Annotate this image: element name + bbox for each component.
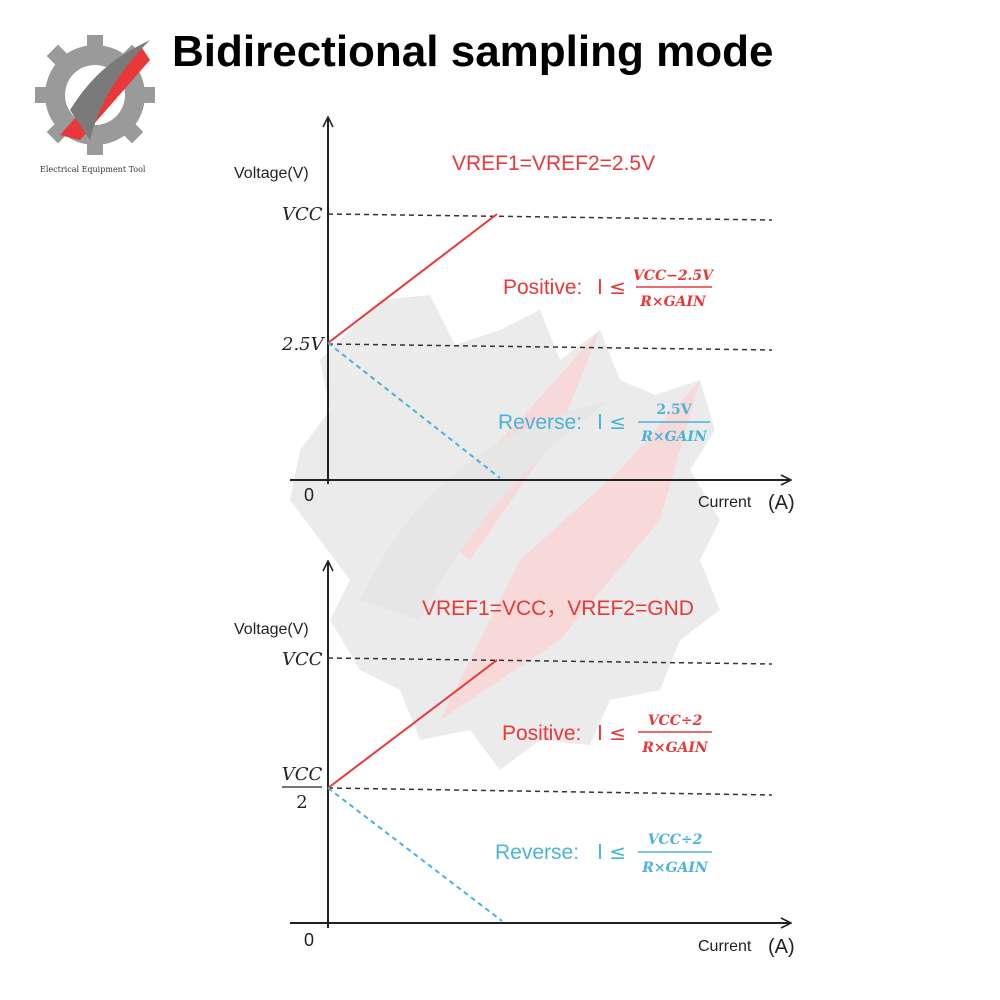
origin-label: 0 (304, 930, 314, 950)
panel-top: Voltage(V) VCC 2.5V 0 Current (A) VREF1=… (234, 118, 795, 514)
watermark-gear-icon (290, 295, 720, 770)
tick-vcc: VCC (282, 649, 323, 670)
x-axis-label: Current (698, 938, 752, 955)
reverse-line (327, 342, 501, 479)
reverse-numerator: VCC÷2 (648, 832, 703, 848)
reverse-label: Reverse: (495, 841, 579, 864)
reverse-denominator: R×GAIN (640, 429, 708, 445)
positive-label: Positive: (502, 722, 581, 745)
x-axis-label: Current (698, 494, 752, 511)
tick-vcc-half-numerator: VCC (282, 764, 323, 785)
y-axis-label: Voltage(V) (234, 165, 309, 182)
positive-numerator: VCC÷2 (648, 713, 703, 729)
tick-vcc-half-denominator: 2 (296, 792, 307, 813)
reverse-numerator: 2.5V (656, 402, 692, 418)
vref-label: VREF1=VREF2=2.5V (452, 152, 655, 175)
positive-relation: I ≤ (597, 275, 626, 299)
positive-denominator: R×GAIN (639, 294, 707, 310)
tick-vcc-half: VCC 2 (282, 764, 323, 813)
logo-caption: Electrical Equipment Tool (40, 165, 146, 174)
vref-label: VREF1=VCC，VREF2=GND (422, 597, 694, 620)
tick-vcc: VCC (282, 204, 323, 225)
reverse-formula: Reverse: I ≤ 2.5V R×GAIN (498, 402, 710, 445)
vcc-dashed-line (327, 657, 773, 665)
reverse-relation: I ≤ (597, 410, 626, 434)
x-axis-unit: (A) (768, 936, 795, 958)
x-axis-unit: (A) (768, 492, 795, 514)
origin-label: 0 (304, 485, 314, 505)
panel-bottom: Voltage(V) VCC VCC 2 0 Current (A) VREF1… (234, 562, 795, 958)
reverse-formula: Reverse: I ≤ VCC÷2 R×GAIN (495, 832, 712, 876)
page-title: Bidirectional sampling mode (172, 27, 773, 76)
reverse-relation: I ≤ (597, 840, 626, 864)
tick-2-5v: 2.5V (281, 334, 326, 355)
positive-formula: Positive: I ≤ VCC÷2 R×GAIN (502, 713, 712, 756)
positive-line (327, 213, 498, 344)
positive-relation: I ≤ (597, 721, 626, 745)
y-axis-label: Voltage(V) (234, 621, 309, 638)
vcc-dashed-line (327, 213, 773, 221)
reverse-label: Reverse: (498, 411, 582, 434)
gear-logo-icon (35, 35, 155, 155)
positive-numerator: VCC−2.5V (633, 268, 715, 284)
positive-denominator: R×GAIN (641, 740, 709, 756)
logo: Electrical Equipment Tool (35, 35, 155, 174)
mid-dashed-line (327, 343, 773, 351)
mid-dashed-line (327, 787, 773, 796)
positive-formula: Positive: I ≤ VCC−2.5V R×GAIN (503, 268, 715, 310)
reverse-line (327, 787, 503, 922)
positive-line (327, 659, 498, 789)
positive-label: Positive: (503, 276, 582, 299)
reverse-denominator: R×GAIN (641, 860, 709, 876)
